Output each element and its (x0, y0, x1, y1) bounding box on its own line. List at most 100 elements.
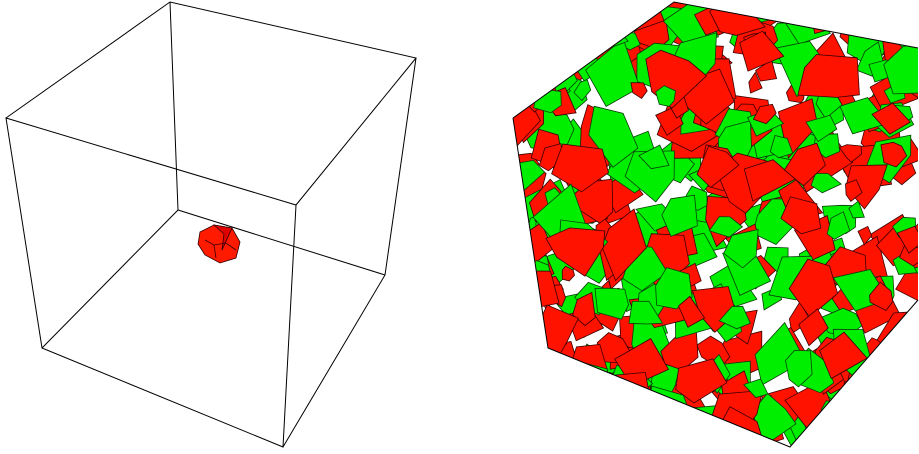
surface-patch (748, 71, 763, 94)
surface-patch (694, 423, 722, 447)
surface-patch (621, 6, 641, 27)
surface-patch (803, 420, 847, 447)
surface-patch (777, 2, 812, 25)
surface-patch (829, 2, 855, 25)
surface-patch (513, 302, 546, 360)
surface-patch (891, 335, 918, 376)
surface-patch (819, 331, 868, 380)
surface-patch (899, 245, 918, 267)
cube-edge (177, 209, 386, 276)
surface-patch (850, 399, 883, 441)
surface-patch (565, 2, 591, 22)
surface-patch (895, 371, 918, 412)
surface-patch (739, 30, 785, 72)
surface-patch (829, 417, 879, 447)
cube-edge (512, 1, 919, 119)
surface-patch (572, 291, 596, 327)
surface-patch (871, 421, 893, 439)
surface-patch (752, 103, 777, 125)
surface-patch (513, 194, 531, 237)
surface-patch (656, 411, 706, 447)
surface-patch (513, 308, 532, 343)
surface-patch (880, 141, 908, 168)
surface-patch (520, 347, 556, 387)
surface-patch (584, 5, 616, 52)
surface-patch (899, 351, 918, 379)
surface-patch (661, 194, 698, 237)
surface-patch (839, 97, 890, 135)
surface-patch (558, 430, 581, 447)
surface-patch (754, 321, 806, 386)
surface-patch (718, 305, 751, 330)
surface-patch (848, 200, 865, 219)
surface-patch (638, 144, 670, 170)
surface-patch (884, 351, 904, 370)
surface-patch (845, 164, 888, 210)
surface-patch (826, 211, 851, 240)
surface-patch (536, 41, 570, 86)
surface-patch (523, 41, 565, 80)
surface-patch (675, 358, 728, 404)
surface-patch (514, 2, 564, 37)
surface-patch (810, 172, 842, 194)
cube-edge (5, 1, 417, 448)
surface-patch (585, 37, 641, 108)
surface-patch (723, 228, 759, 269)
surface-patch (545, 227, 606, 277)
surface-patch (845, 179, 863, 202)
surface-patch (785, 349, 813, 388)
surface-patch (523, 369, 586, 428)
surface-patch (840, 416, 867, 440)
surface-patch (523, 314, 542, 332)
surface-patch (893, 400, 917, 425)
surface-patch (561, 265, 575, 282)
surface-patch (547, 391, 597, 440)
surface-patch (708, 216, 744, 238)
surface-patch (513, 223, 525, 249)
surface-patch (556, 47, 581, 70)
surface-patch (817, 417, 851, 447)
surface-patch (820, 400, 844, 425)
surface-patch (519, 21, 560, 73)
surface-patch (546, 364, 574, 387)
cube-edge (512, 117, 919, 448)
surface-patch (517, 371, 551, 404)
left-cube (5, 1, 417, 448)
surface-patch (798, 308, 829, 347)
surface-patch (869, 281, 894, 312)
surface-patch (513, 263, 541, 298)
surface-patch (696, 145, 740, 189)
surface-patch (513, 298, 539, 339)
surface-patch (513, 398, 529, 423)
surface-patch (793, 2, 824, 16)
surface-patch (551, 143, 609, 193)
surface-patch (805, 114, 838, 143)
surface-patch (831, 398, 865, 439)
surface-patch (780, 196, 822, 235)
surface-patch (882, 19, 901, 42)
surface-patch (647, 412, 671, 438)
surface-patch (635, 2, 661, 17)
surface-patch (522, 47, 568, 85)
surface-patch (513, 354, 533, 389)
surface-patch (797, 54, 860, 98)
surface-patch (597, 2, 641, 35)
surface-patch (841, 416, 862, 439)
surface-patch (566, 387, 600, 430)
surface-patch (568, 2, 617, 45)
cube-edge (41, 1, 179, 349)
surface-patch (601, 208, 647, 282)
surface-patch (857, 225, 873, 246)
surface-patch (588, 105, 639, 168)
surface-patch (525, 412, 540, 443)
surface-patch (899, 326, 918, 346)
surface-patch (594, 287, 629, 320)
surface-patch (743, 159, 796, 202)
surface-patch (755, 59, 778, 82)
surface-patch (769, 135, 794, 159)
surface-patch (843, 380, 883, 428)
surface-patch (524, 368, 547, 392)
surface-patch (864, 374, 881, 392)
